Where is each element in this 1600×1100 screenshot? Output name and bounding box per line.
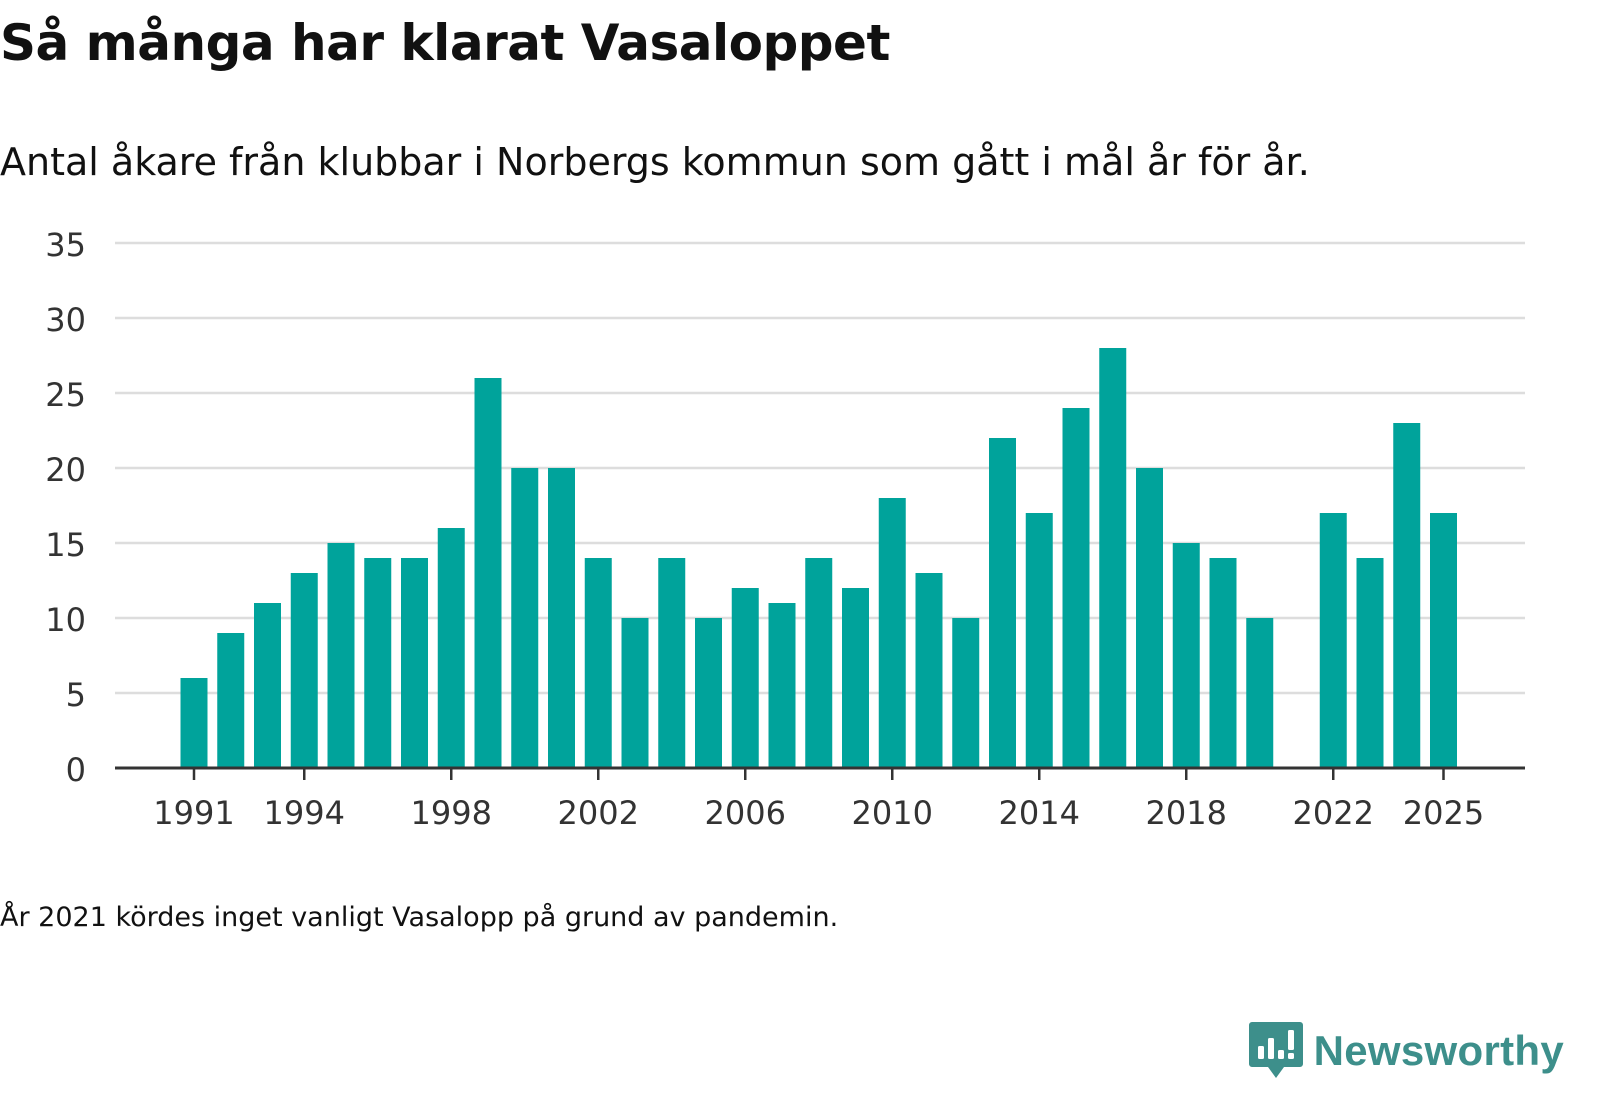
y-tick-label: 5 xyxy=(66,676,86,714)
x-tick-label: 2025 xyxy=(1403,794,1484,832)
bar-2023 xyxy=(1356,558,1384,768)
bar-1998 xyxy=(437,528,465,768)
bar-2003 xyxy=(621,618,649,768)
bar-2013 xyxy=(989,438,1016,768)
brand-name: Newsworthy xyxy=(1313,1027,1564,1074)
x-tick-label: 2010 xyxy=(852,794,933,832)
bar-2008 xyxy=(805,558,833,768)
bar-2018 xyxy=(1172,543,1200,768)
bars xyxy=(180,348,1457,768)
x-axis: 1991 1994 1998 2002 2006 2010 2014 2018 2022 2025 xyxy=(115,766,1525,832)
chart-title: Så många har klarat Vasaloppet xyxy=(0,14,890,72)
bar-2022 xyxy=(1319,513,1347,768)
y-axis-labels: 0 5 10 15 20 25 30 35 xyxy=(45,226,86,789)
y-tick-label: 10 xyxy=(45,601,86,639)
bar-1994 xyxy=(290,573,318,768)
y-tick-label: 15 xyxy=(45,526,86,564)
bar-2019 xyxy=(1209,558,1237,768)
bar-1991 xyxy=(180,678,208,768)
bar-2000 xyxy=(511,468,539,768)
bar-2006 xyxy=(731,588,759,768)
bar-1993 xyxy=(254,603,281,768)
bar-2016 xyxy=(1099,348,1127,768)
brand-logo: Newsworthy xyxy=(1248,1020,1564,1082)
x-tick-label: 1998 xyxy=(411,794,492,832)
bar-2002 xyxy=(584,558,612,768)
y-tick-label: 25 xyxy=(45,376,86,414)
bar-1992 xyxy=(217,633,245,768)
bar-2020 xyxy=(1246,618,1274,768)
x-tick-label: 1991 xyxy=(153,794,234,832)
x-tick-label: 2022 xyxy=(1293,794,1374,832)
footnote: År 2021 kördes inget vanligt Vasalopp på… xyxy=(0,902,839,933)
bar-2010 xyxy=(878,498,906,768)
x-tick-label: 2018 xyxy=(1146,794,1227,832)
bar-2017 xyxy=(1136,468,1163,768)
x-tick-label: 2006 xyxy=(705,794,786,832)
bar-1997 xyxy=(401,558,428,768)
y-tick-label: 35 xyxy=(45,226,86,264)
y-tick-label: 20 xyxy=(45,451,86,489)
x-tick-label: 2014 xyxy=(999,794,1080,832)
bar-2014 xyxy=(1025,513,1053,768)
bar-2001 xyxy=(548,468,575,768)
bar-2012 xyxy=(952,618,980,768)
chart-subtitle: Antal åkare från klubbar i Norbergs komm… xyxy=(0,140,1310,184)
bar-2005 xyxy=(695,618,722,768)
bar-1999 xyxy=(474,378,502,768)
bar-1996 xyxy=(364,558,392,768)
bar-2004 xyxy=(658,558,686,768)
bar-2015 xyxy=(1062,408,1090,768)
bar-2007 xyxy=(768,603,796,768)
newsworthy-logo-icon xyxy=(1248,1022,1303,1078)
x-tick-label: 1994 xyxy=(264,794,345,832)
bar-2009 xyxy=(842,588,869,768)
bar-2025 xyxy=(1430,513,1457,768)
bar-2024 xyxy=(1393,423,1421,768)
y-tick-label: 30 xyxy=(45,301,86,339)
bar-1995 xyxy=(327,543,355,768)
y-tick-label: 0 xyxy=(66,751,86,789)
x-tick-label: 2002 xyxy=(558,794,639,832)
bar-2011 xyxy=(915,573,943,768)
